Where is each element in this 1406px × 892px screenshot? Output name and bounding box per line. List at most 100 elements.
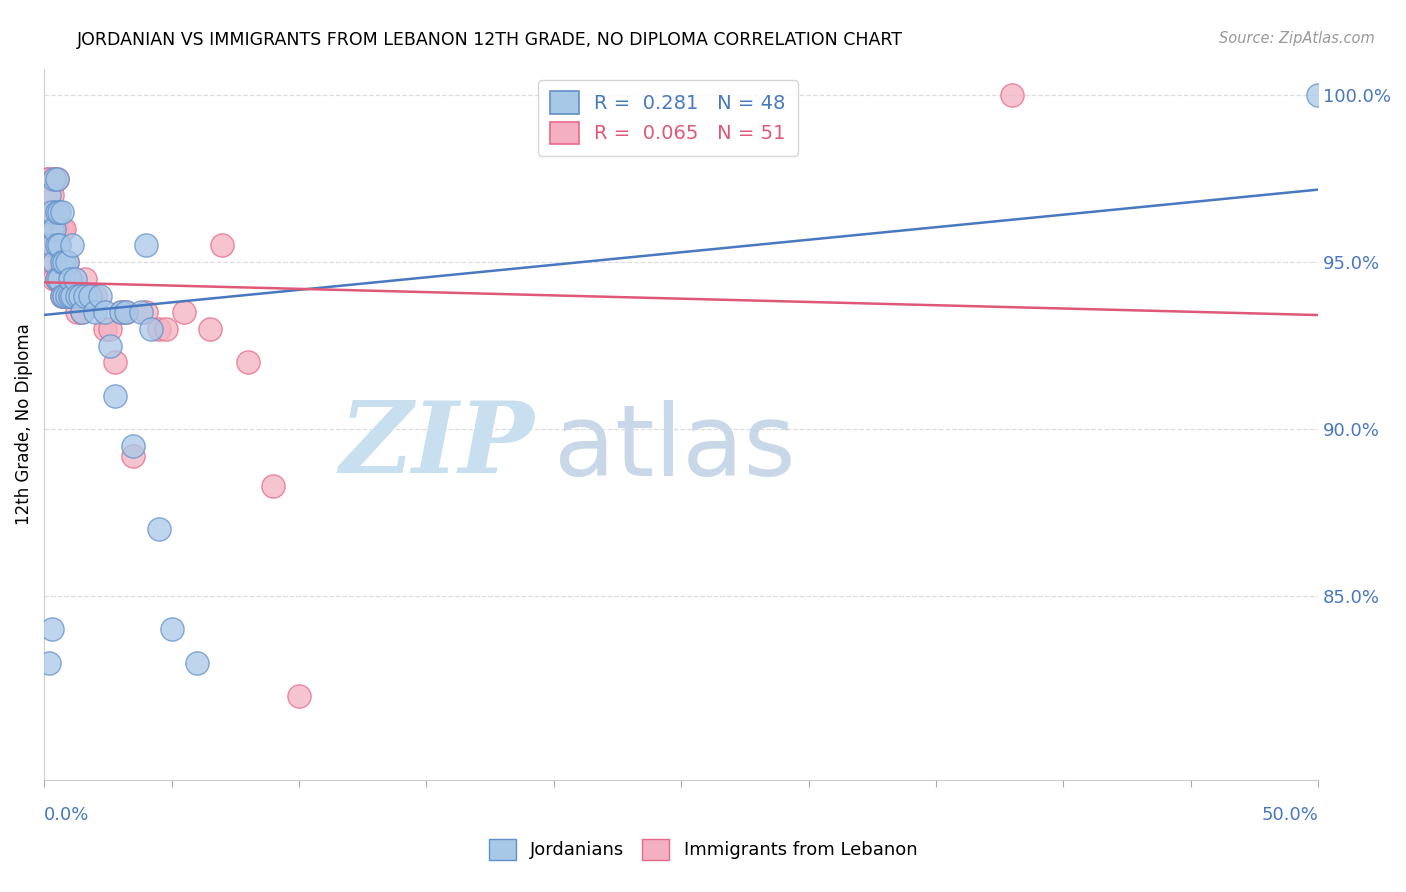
- Point: [38, 221, 60, 235]
- Point: [41, 205, 63, 219]
- Point: [56, 255, 79, 269]
- Point: [135, 238, 157, 252]
- Point: [288, 690, 311, 704]
- Point: [114, 305, 136, 319]
- Point: [41, 188, 63, 202]
- Point: [44, 171, 66, 186]
- Point: [58, 272, 80, 286]
- Point: [73, 272, 96, 286]
- Point: [173, 305, 195, 319]
- Point: [48, 238, 70, 252]
- Point: [94, 322, 117, 336]
- Point: [56, 255, 79, 269]
- Text: JORDANIAN VS IMMIGRANTS FROM LEBANON 12TH GRADE, NO DIPLOMA CORRELATION CHART: JORDANIAN VS IMMIGRANTS FROM LEBANON 12T…: [77, 31, 903, 49]
- Text: atlas: atlas: [554, 401, 796, 498]
- Point: [45, 272, 67, 286]
- Point: [45, 272, 67, 286]
- Point: [79, 288, 101, 302]
- Point: [262, 479, 284, 493]
- Point: [38, 171, 60, 186]
- Point: [72, 305, 94, 319]
- Point: [139, 322, 162, 336]
- Point: [129, 305, 152, 319]
- Point: [98, 322, 121, 336]
- Point: [104, 389, 127, 403]
- Y-axis label: 12th Grade, No Diploma: 12th Grade, No Diploma: [15, 323, 32, 525]
- Point: [38, 656, 60, 670]
- Point: [44, 221, 66, 235]
- Point: [48, 272, 70, 286]
- Legend: Jordanians, Immigrants from Lebanon: Jordanians, Immigrants from Lebanon: [481, 831, 925, 867]
- Point: [58, 288, 80, 302]
- Point: [38, 188, 60, 202]
- Point: [84, 305, 107, 319]
- Point: [45, 238, 67, 252]
- Point: [44, 238, 66, 252]
- Point: [35, 171, 58, 186]
- Point: [1001, 88, 1024, 103]
- Point: [45, 205, 67, 219]
- Point: [110, 305, 132, 319]
- Point: [236, 355, 259, 369]
- Point: [44, 255, 66, 269]
- Legend: R =  0.281   N = 48, R =  0.065   N = 51: R = 0.281 N = 48, R = 0.065 N = 51: [538, 79, 797, 156]
- Point: [79, 288, 101, 302]
- Point: [45, 171, 67, 186]
- Point: [51, 221, 73, 235]
- Point: [41, 221, 63, 235]
- Point: [51, 255, 73, 269]
- Point: [73, 288, 96, 302]
- Point: [211, 238, 233, 252]
- Point: [63, 272, 86, 286]
- Point: [45, 171, 67, 186]
- Point: [160, 623, 183, 637]
- Text: 50.0%: 50.0%: [1261, 806, 1319, 824]
- Point: [41, 205, 63, 219]
- Point: [58, 288, 80, 302]
- Point: [69, 288, 91, 302]
- Point: [56, 288, 79, 302]
- Point: [60, 238, 83, 252]
- Point: [72, 305, 94, 319]
- Point: [66, 305, 89, 319]
- Point: [41, 623, 63, 637]
- Point: [38, 205, 60, 219]
- Point: [53, 221, 76, 235]
- Point: [89, 288, 111, 302]
- Point: [135, 305, 157, 319]
- Point: [198, 322, 221, 336]
- Text: 0.0%: 0.0%: [44, 806, 90, 824]
- Point: [110, 305, 132, 319]
- Point: [41, 221, 63, 235]
- Point: [51, 288, 73, 302]
- Text: Source: ZipAtlas.com: Source: ZipAtlas.com: [1219, 31, 1375, 46]
- Point: [122, 449, 145, 463]
- Point: [63, 288, 86, 302]
- Point: [51, 205, 73, 219]
- Point: [104, 355, 127, 369]
- Point: [66, 288, 89, 302]
- Point: [98, 338, 121, 352]
- Point: [1308, 88, 1330, 103]
- Point: [44, 272, 66, 286]
- Point: [60, 288, 83, 302]
- Point: [48, 272, 70, 286]
- Point: [148, 522, 170, 536]
- Point: [53, 255, 76, 269]
- Point: [41, 238, 63, 252]
- Point: [41, 255, 63, 269]
- Text: ZIP: ZIP: [340, 397, 534, 493]
- Point: [48, 238, 70, 252]
- Point: [45, 238, 67, 252]
- Point: [51, 288, 73, 302]
- Point: [84, 288, 107, 302]
- Point: [44, 171, 66, 186]
- Point: [51, 255, 73, 269]
- Point: [114, 305, 136, 319]
- Point: [44, 221, 66, 235]
- Point: [148, 322, 170, 336]
- Point: [53, 272, 76, 286]
- Point: [58, 272, 80, 286]
- Point: [94, 305, 117, 319]
- Point: [53, 288, 76, 302]
